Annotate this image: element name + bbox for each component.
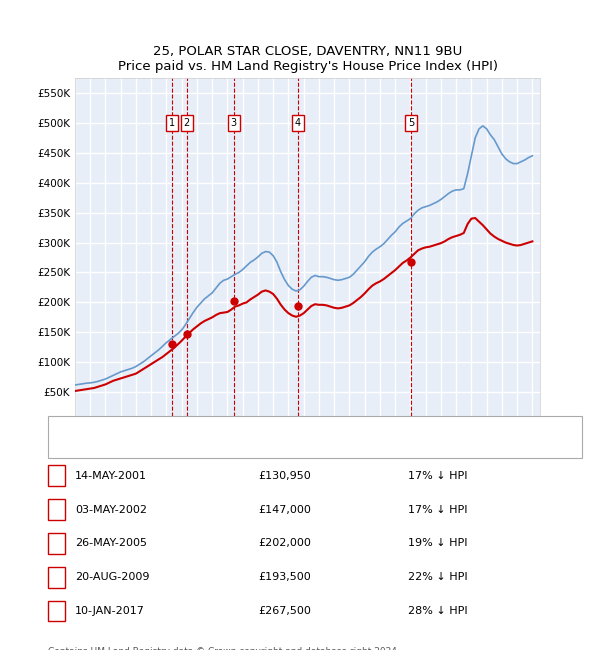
Text: £130,950: £130,950 [258,471,311,481]
Text: 22% ↓ HPI: 22% ↓ HPI [408,572,467,582]
Text: 25, POLAR STAR CLOSE, DAVENTRY, NN11 9BU (detached house): 25, POLAR STAR CLOSE, DAVENTRY, NN11 9BU… [85,423,423,433]
Text: £193,500: £193,500 [258,572,311,582]
Text: 17% ↓ HPI: 17% ↓ HPI [408,504,467,515]
Text: 10-JAN-2017: 10-JAN-2017 [75,606,145,616]
Text: 1: 1 [169,118,175,128]
Text: 17% ↓ HPI: 17% ↓ HPI [408,471,467,481]
Text: 26-MAY-2005: 26-MAY-2005 [75,538,147,549]
Text: £202,000: £202,000 [258,538,311,549]
Text: 2: 2 [53,504,60,515]
Title: 25, POLAR STAR CLOSE, DAVENTRY, NN11 9BU
Price paid vs. HM Land Registry's House: 25, POLAR STAR CLOSE, DAVENTRY, NN11 9BU… [118,45,497,73]
Text: 19% ↓ HPI: 19% ↓ HPI [408,538,467,549]
Text: 03-MAY-2002: 03-MAY-2002 [75,504,147,515]
Text: 14-MAY-2001: 14-MAY-2001 [75,471,147,481]
Text: 20-AUG-2009: 20-AUG-2009 [75,572,149,582]
Text: 3: 3 [53,538,60,549]
Text: 3: 3 [230,118,236,128]
Text: Contains HM Land Registry data © Crown copyright and database right 2024.: Contains HM Land Registry data © Crown c… [48,647,400,650]
Text: £147,000: £147,000 [258,504,311,515]
Text: 2: 2 [184,118,190,128]
Text: 4: 4 [53,572,60,582]
Text: 1: 1 [53,471,60,481]
Text: 5: 5 [53,606,60,616]
Text: £267,500: £267,500 [258,606,311,616]
Text: 28% ↓ HPI: 28% ↓ HPI [408,606,467,616]
Text: 4: 4 [295,118,301,128]
Text: HPI: Average price, detached house, West Northamptonshire: HPI: Average price, detached house, West… [85,441,402,451]
Text: 5: 5 [408,118,414,128]
